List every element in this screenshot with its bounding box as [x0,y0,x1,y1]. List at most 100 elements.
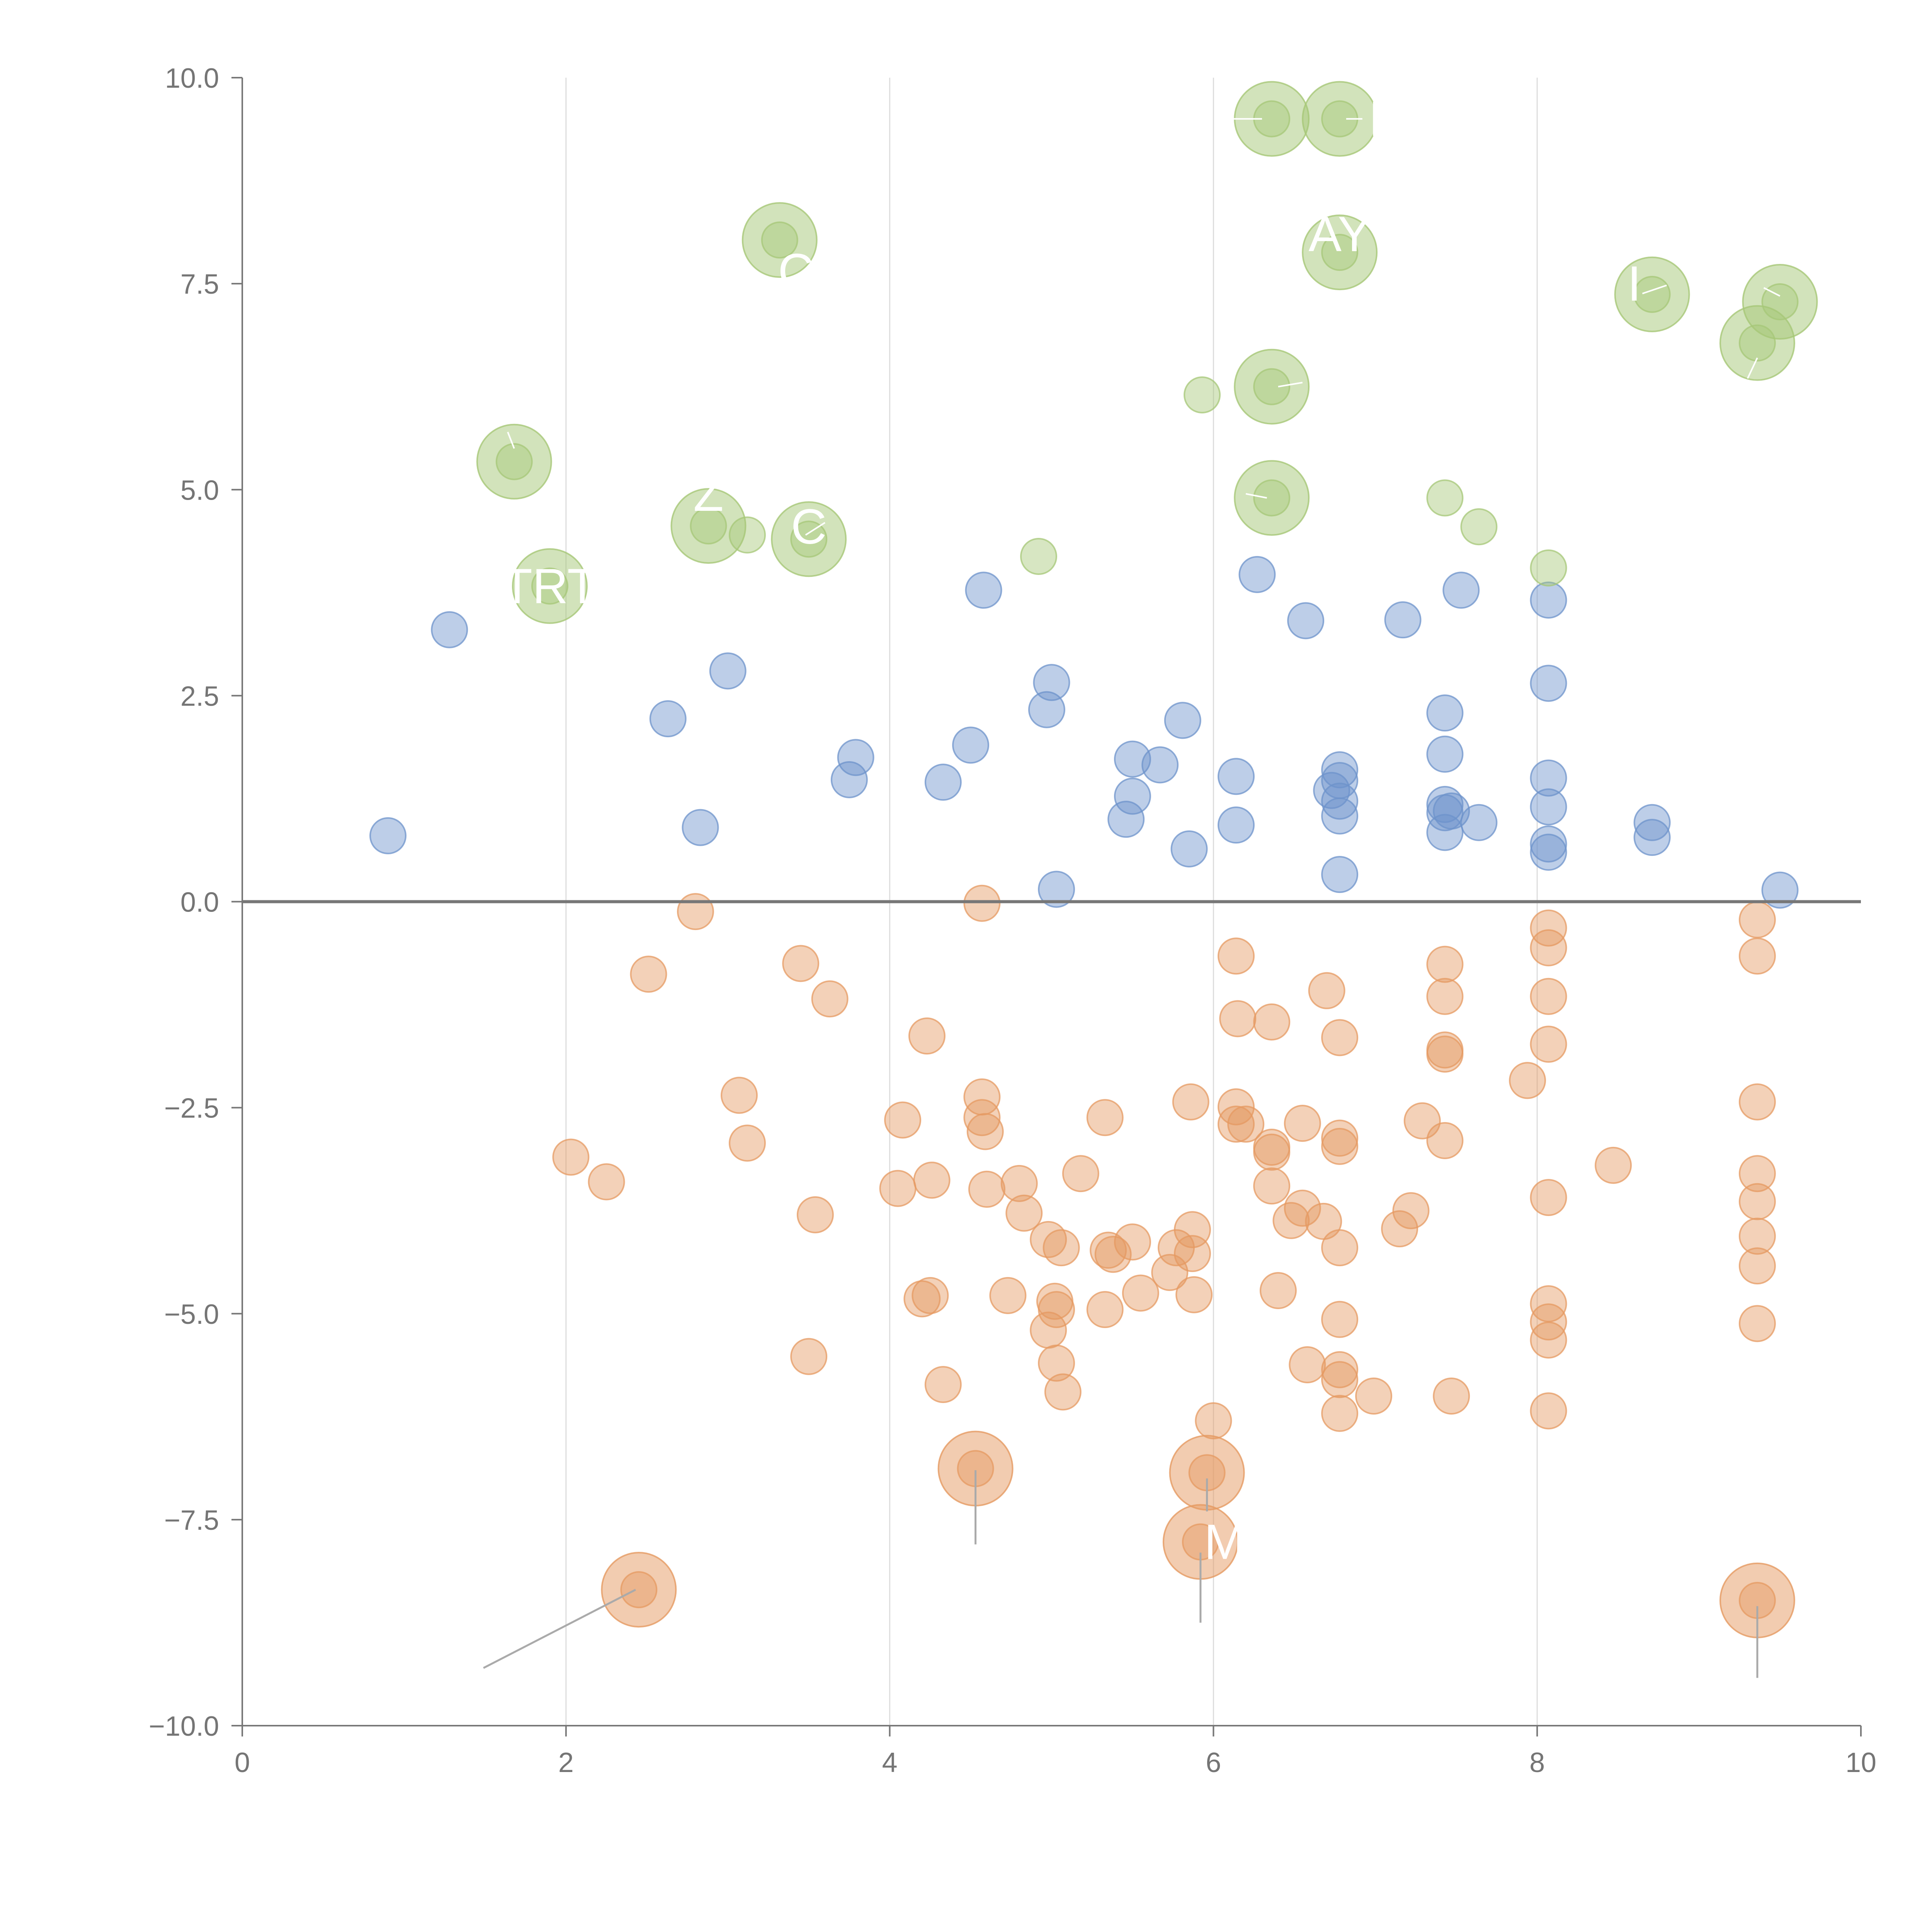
data-point [1321,1128,1359,1165]
data-point [1033,664,1070,701]
data-point [1426,814,1464,851]
data-point [1321,797,1359,835]
data-point [1062,1155,1099,1192]
data-point [1530,1321,1567,1359]
data-point [630,956,667,993]
data-point [1530,978,1567,1015]
data-point-large [1302,214,1378,291]
data-point [1738,1183,1776,1220]
data-point [790,1338,828,1375]
annotation-label: I [1369,92,1383,147]
data-point [924,764,962,801]
annotation-leader [507,432,515,449]
data-point [1227,1105,1265,1143]
data-point [1114,777,1151,815]
data-point [588,1163,625,1201]
data-point-large [1234,349,1310,425]
data-point [1426,946,1464,983]
data-point [965,571,1002,609]
data-point [1218,758,1255,795]
y-tick-label: −5.0 [164,1299,219,1330]
data-point [1460,804,1498,841]
data-point [1289,1346,1326,1383]
data-point [1426,479,1464,517]
data-point-large [742,202,818,278]
data-point [1107,801,1145,838]
data-point [1175,1276,1213,1313]
annotation-label: Z [693,466,723,522]
data-point [1460,508,1498,546]
y-tick-label: 2.5 [180,681,219,712]
data-point [1738,1083,1776,1121]
y-tick-label: 0.0 [180,887,219,918]
data-point [963,884,1001,922]
annotation-leader [1642,284,1667,294]
data-point [1086,1099,1124,1136]
data-point [1044,1373,1082,1411]
y-tick-label: 10.0 [165,63,219,94]
data-point [1530,549,1567,587]
data-point [721,1077,758,1114]
data-point [1530,665,1567,702]
data-point [830,761,868,798]
data-points [369,81,1818,1638]
data-point [1253,1003,1291,1041]
data-point [1530,582,1567,619]
data-point [1218,1105,1255,1143]
data-point [1530,825,1567,863]
data-point [952,726,990,764]
data-point [1173,1235,1211,1272]
data-point [1000,1165,1038,1202]
data-point [1308,972,1345,1009]
data-point [1170,830,1208,868]
annotation-label: AY [1309,207,1371,262]
annotation-label: C [778,244,813,299]
data-point [1253,1133,1291,1171]
data-point [1530,833,1567,871]
leader-line [483,1588,636,1669]
data-point [1433,792,1470,830]
data-point [1530,1026,1567,1063]
data-point [1321,856,1359,893]
data-point [966,1113,1004,1150]
data-point [1086,1291,1124,1328]
data-point [1321,1119,1359,1157]
data-point [1633,804,1671,841]
data-point [1442,571,1480,609]
data-point [1321,1019,1359,1056]
data-point [1141,746,1179,784]
data-point [1392,1192,1430,1230]
data-point [1426,694,1464,732]
data-point [1530,788,1567,826]
data-point [1272,1202,1310,1239]
annotation-label: I [1628,256,1641,311]
data-point [1738,1218,1776,1255]
data-point [1738,1247,1776,1285]
y-tick-label: −7.5 [164,1505,219,1536]
data-point [1090,1231,1127,1269]
data-point [1384,601,1422,639]
data-point [1321,1229,1359,1267]
data-point [1184,376,1221,414]
data-point [1530,1179,1567,1216]
data-point-large [601,1552,677,1628]
data-point [1761,871,1799,909]
data-point [1287,602,1325,639]
data-point [369,817,407,854]
data-point-large [1614,256,1690,332]
x-tick-label: 6 [1206,1747,1221,1778]
data-point [1020,537,1057,575]
y-tick-label: −10.0 [149,1711,219,1742]
data-point [912,1277,949,1314]
data-point [837,739,874,776]
data-point [908,1017,946,1055]
data-point [1321,782,1359,820]
data-point [1426,978,1464,1015]
data-point [1321,1361,1359,1398]
data-point [913,1162,951,1199]
data-point [677,893,714,930]
data-point [1043,1229,1080,1267]
x-tick-label: 0 [235,1747,250,1778]
data-point [782,945,820,982]
